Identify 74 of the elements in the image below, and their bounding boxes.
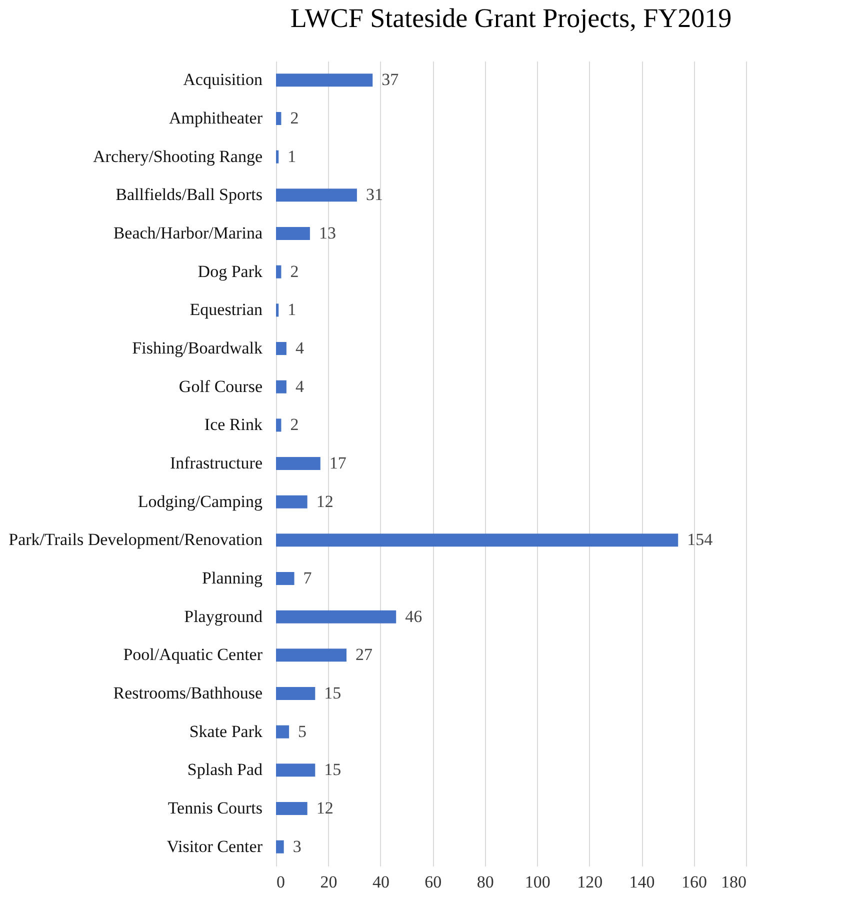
y-tick-label: Splash Pad xyxy=(187,760,263,780)
data-label: 31 xyxy=(366,185,383,204)
y-tick-label: Planning xyxy=(202,568,263,588)
bar xyxy=(276,418,282,432)
data-label: 5 xyxy=(298,722,307,741)
bar xyxy=(276,150,279,164)
data-label: 15 xyxy=(324,684,342,702)
data-label: 4 xyxy=(295,338,304,358)
bar xyxy=(276,226,310,240)
y-tick-label: Archery/Shooting Range xyxy=(93,146,262,166)
bar xyxy=(276,840,284,854)
x-tick-label: 60 xyxy=(424,872,442,892)
data-label: 37 xyxy=(382,70,400,90)
data-label: 2 xyxy=(290,415,299,434)
data-label: 15 xyxy=(324,760,342,780)
data-label: 27 xyxy=(356,645,373,664)
x-tick-label: 140 xyxy=(629,872,655,892)
y-tick-label: Equestrian xyxy=(190,300,263,320)
x-tick-label: 20 xyxy=(320,872,338,892)
y-tick-label: Ice Rink xyxy=(204,415,263,434)
y-tick-label: Restrooms/Bathhouse xyxy=(113,684,262,702)
data-label: 2 xyxy=(290,262,299,281)
y-tick-label: Pool/Aquatic Center xyxy=(123,645,263,664)
x-tick-label: 120 xyxy=(577,872,603,892)
data-label: 46 xyxy=(405,606,422,626)
y-tick-label: Fishing/Boardwalk xyxy=(132,338,263,358)
y-tick-label: Ballfields/Ball Sports xyxy=(116,185,262,204)
y-tick-label: Acquisition xyxy=(183,70,263,90)
bar xyxy=(276,456,320,470)
bar xyxy=(276,572,294,586)
bar xyxy=(276,265,282,278)
y-tick-label: Skate Park xyxy=(189,722,263,741)
y-tick-label: Lodging/Camping xyxy=(138,492,263,511)
x-tick-label: 100 xyxy=(524,872,550,892)
y-tick-label: Tennis Courts xyxy=(168,798,262,818)
data-label: 13 xyxy=(318,224,336,242)
y-tick-label: Visitor Center xyxy=(166,836,263,856)
data-label: 12 xyxy=(316,798,334,818)
x-tick-label: 0 xyxy=(276,872,285,892)
y-tick-label: Dog Park xyxy=(198,262,263,281)
y-tick-label: Park/Trails Development/Renovation xyxy=(8,530,263,550)
y-tick-label: Infrastructure xyxy=(170,454,262,472)
data-label: 7 xyxy=(303,568,312,588)
data-label: 17 xyxy=(329,454,347,472)
x-tick-label: 80 xyxy=(476,872,494,892)
y-tick-label: Golf Course xyxy=(178,376,262,396)
data-label: 1 xyxy=(288,300,296,320)
bar xyxy=(276,304,279,317)
data-label: 154 xyxy=(687,530,714,550)
x-tick-label: 160 xyxy=(682,872,708,892)
bar xyxy=(276,188,357,202)
chart-title: LWCF Stateside Grant Projects, FY2019 xyxy=(290,3,732,33)
bar xyxy=(276,380,286,394)
bar xyxy=(276,610,396,624)
bar xyxy=(276,495,308,508)
y-tick-label: Playground xyxy=(184,606,263,626)
bar xyxy=(276,648,346,662)
bar xyxy=(276,725,290,738)
data-label: 4 xyxy=(295,376,304,396)
x-tick-label: 180 xyxy=(721,872,746,892)
data-label: 3 xyxy=(292,836,302,856)
bar xyxy=(276,74,373,87)
data-label: 12 xyxy=(316,492,334,511)
y-tick-label: Amphitheater xyxy=(169,108,263,128)
bar xyxy=(276,534,678,547)
x-tick-label: 40 xyxy=(372,872,390,892)
bar xyxy=(276,802,308,816)
bar xyxy=(276,342,286,356)
data-label: 2 xyxy=(290,108,299,128)
bar xyxy=(276,112,282,126)
bar xyxy=(276,686,316,700)
data-label: 1 xyxy=(288,146,296,166)
bar xyxy=(276,764,316,777)
y-tick-label: Beach/Harbor/Marina xyxy=(113,224,263,242)
